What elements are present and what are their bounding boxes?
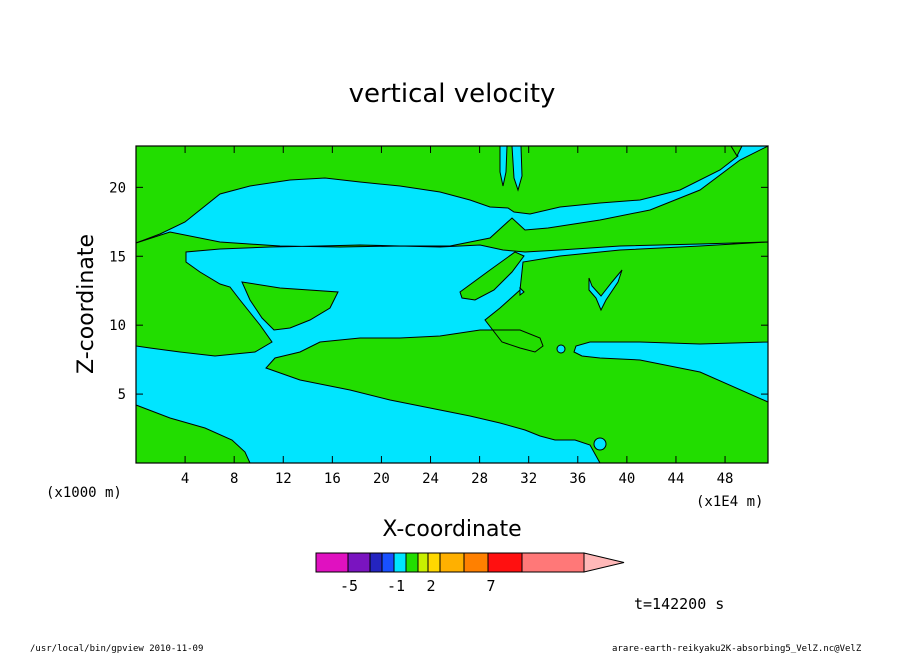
footer-right: arare-earth-reikyaku2K-absorbing5_VelZ.n… [612,644,862,654]
upward-region-sliver [459,251,525,301]
colorbar-label-2: 2 [426,577,435,595]
x-tick-label-11: 48 [717,471,734,487]
plot-frame [135,145,769,464]
downward-region-dot-1 [556,344,566,354]
x-axis: 4 8 12 16 20 24 28 32 36 40 44 48 [181,146,734,487]
x-tick-label-3: 16 [324,471,341,487]
colorbar [315,552,625,573]
time-label: t=142200 s [634,595,724,613]
plot-area [135,145,769,464]
colorbar-box-10 [487,552,523,573]
chart-title: vertical velocity [349,79,556,109]
y-axis-title: Z-coordinate [74,234,99,374]
colorbar-box-7 [427,552,441,573]
x-tick-label-9: 40 [618,471,635,487]
colorbar-labels: -5 -1 2 7 [340,577,496,595]
upward-region-upper-left [135,145,769,357]
x-tick-label-5: 24 [422,471,439,487]
x-tick-label-4: 20 [373,471,390,487]
upward-region-right [265,241,769,464]
colorbar-box-1 [347,552,371,573]
colorbar-box-2 [369,552,383,573]
colorbar-label-1: -1 [387,577,405,595]
colorbar-box-6 [417,552,429,573]
colorbar-label-3: 7 [486,577,495,595]
x-tick-label-8: 36 [569,471,586,487]
downward-regions-inner [519,269,623,451]
x-tick-label-10: 44 [668,471,685,487]
colorbar-box-8 [439,552,465,573]
upward-region-triangle [241,281,339,331]
x-tick-label-7: 32 [520,471,537,487]
footer-left: /usr/local/bin/gpview 2010-11-09 [30,644,203,654]
y-tick-label-1: 10 [109,318,126,334]
colorbar-arrow [583,552,625,573]
x-tick-label-0: 4 [181,471,189,487]
downward-region-v-shape [588,269,623,312]
x-tick-label-2: 12 [275,471,292,487]
y-axis: 5 10 15 20 [109,180,768,403]
downward-region-dot-2 [593,437,607,451]
x-axis-title: X-coordinate [382,517,521,542]
y-unit-label: (x1000 m) [46,485,122,501]
upward-regions [135,145,769,464]
x-tick-label-6: 28 [471,471,488,487]
colorbar-box-3 [381,552,395,573]
colorbar-box-4 [393,552,407,573]
colorbar-box-5 [405,552,419,573]
y-tick-label-2: 15 [109,249,126,265]
colorbar-box-9 [463,552,489,573]
y-tick-label-0: 5 [118,387,126,403]
x-unit-label: (x1E4 m) [696,494,763,510]
colorbar-box-0 [315,552,349,573]
colorbar-label-0: -5 [340,577,358,595]
downward-region-notch [519,286,525,296]
colorbar-box-11 [521,552,585,573]
y-tick-label-3: 20 [109,180,126,196]
x-tick-label-1: 8 [230,471,238,487]
